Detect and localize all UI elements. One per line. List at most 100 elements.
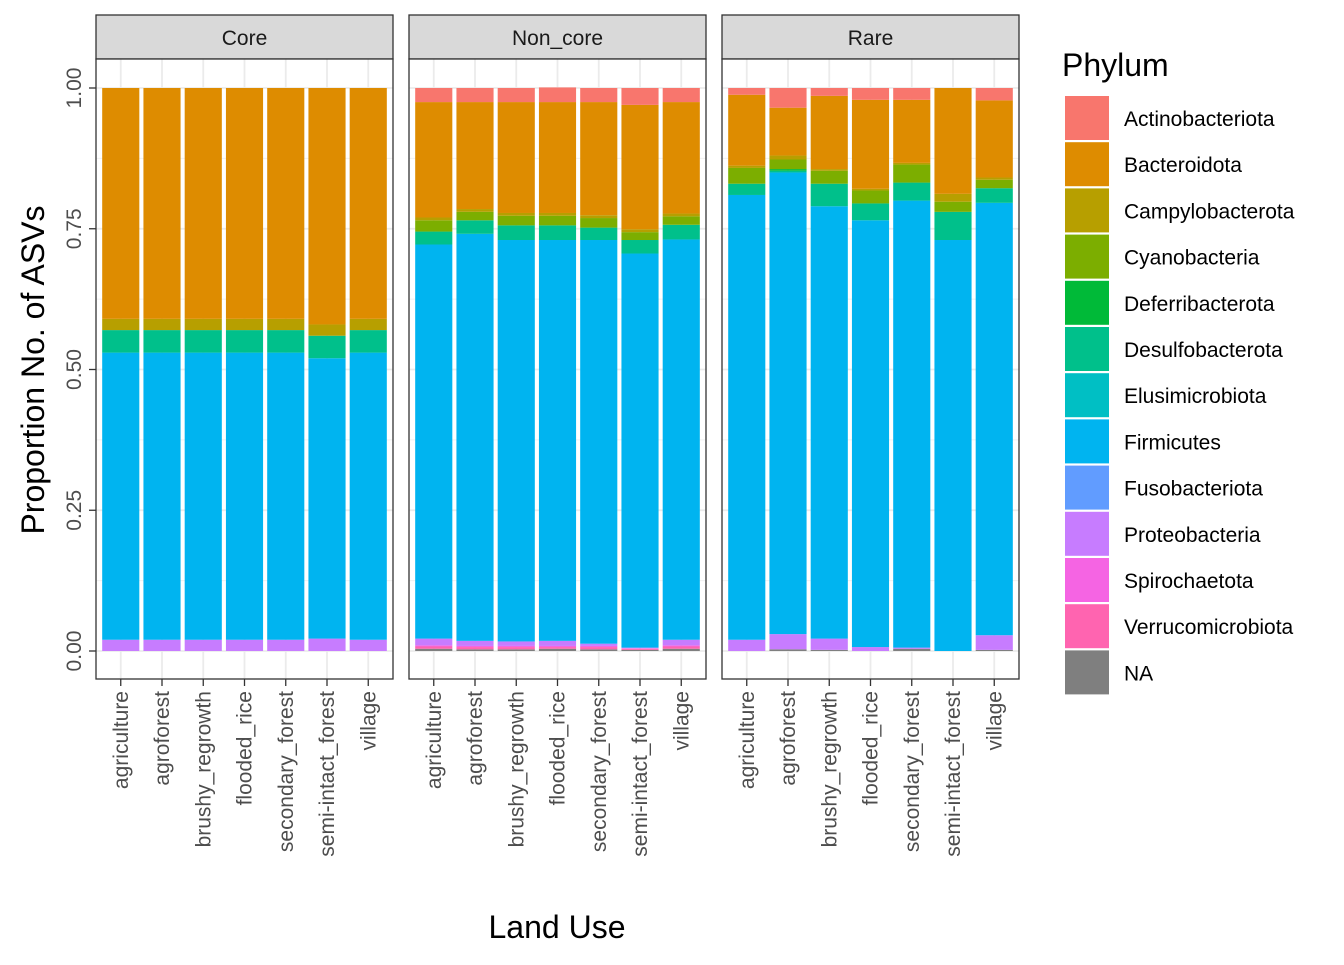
x-tick-label: brushy_regrowth <box>818 691 841 847</box>
bar-village <box>975 88 1013 651</box>
facet-strip-label: Core <box>222 27 268 50</box>
bar-secondary-forest <box>580 88 618 651</box>
bar-segment-firmicutes <box>267 352 305 640</box>
y-tick-label: 0.00 <box>63 631 86 672</box>
bar-segment-actinobacteriota <box>728 88 766 95</box>
bar-agriculture <box>728 88 766 651</box>
bar-segment-verrucomicrobiota <box>621 648 659 650</box>
x-tick-label: brushy_regrowth <box>505 691 528 847</box>
x-tick-label: brushy_regrowth <box>192 691 215 847</box>
bar-segment-actinobacteriota <box>538 87 577 103</box>
panel-core: Core agriculture agroforest brushy_regrowth… <box>95 14 394 857</box>
bar-agroforest <box>456 88 494 651</box>
bar-brushy-regrowth <box>497 88 535 651</box>
bar-segment-proteobacteria <box>893 647 931 649</box>
bar-segment-bacteroidota <box>851 99 890 189</box>
bar-segment-spirochaetota <box>580 645 618 648</box>
bar-brushy-regrowth <box>184 88 222 651</box>
bar-segment-spirochaetota <box>662 645 700 647</box>
bar-segment-na <box>810 649 848 651</box>
bar-segment-bacteroidota <box>497 102 535 213</box>
bar-segment-campylobacterota <box>456 209 494 212</box>
bar-segment-na <box>415 648 453 651</box>
legend-key <box>1065 650 1109 695</box>
bar-segment-desulfobacterota <box>580 227 618 241</box>
bar-segment-spirochaetota <box>497 645 535 648</box>
x-tick-label: agriculture <box>110 691 133 789</box>
bar-segment-bacteroidota <box>934 88 972 194</box>
bar-segment-na <box>456 649 494 651</box>
legend-label: Firmicutes <box>1124 431 1221 454</box>
x-tick-label: agriculture <box>423 691 446 789</box>
bar-segment-na <box>662 648 700 651</box>
bar-segment-na <box>538 648 577 651</box>
bar-segment-cyanobacteria <box>975 179 1013 189</box>
panel-rare: Rare agriculture agroforest brushy_regrowth… <box>721 14 1020 857</box>
bar-segment-desulfobacterota <box>538 225 577 241</box>
bar-segment-campylobacterota <box>621 229 659 233</box>
bar-segment-cyanobacteria <box>497 215 535 226</box>
bar-segment-na <box>497 649 535 651</box>
bar-village <box>349 88 387 651</box>
bar-segment-firmicutes <box>102 352 140 640</box>
legend-key <box>1065 280 1109 325</box>
bar-segment-cyanobacteria <box>662 216 700 225</box>
bar-segment-firmicutes <box>308 358 346 639</box>
bar-segment-firmicutes <box>662 239 700 640</box>
legend-key <box>1065 142 1109 187</box>
legend-entry-spirochaetota: Spirochaetota <box>1065 558 1254 602</box>
y-tick-label: 0.25 <box>63 490 86 531</box>
bar-segment-bacteroidota <box>728 94 766 166</box>
bar-brushy-regrowth <box>810 88 848 651</box>
bar-segment-desulfobacterota <box>102 330 140 353</box>
bar-segment-proteobacteria <box>456 640 494 646</box>
bar-segment-proteobacteria <box>349 639 387 651</box>
bar-segment-campylobacterota <box>662 213 700 217</box>
bar-segment-desulfobacterota <box>497 225 535 241</box>
bar-segment-firmicutes <box>769 172 807 635</box>
bar-segment-cyanobacteria <box>810 170 848 184</box>
legend-entry-verrucomicrobiota: Verrucomicrobiota <box>1065 604 1294 649</box>
bar-segment-firmicutes <box>934 240 972 651</box>
bar-segment-campylobacterota <box>810 169 848 171</box>
bar-segment-spirochaetota <box>415 645 453 647</box>
bar-segment-spirochaetota <box>538 645 577 648</box>
bar-segment-cyanobacteria <box>728 167 766 184</box>
bar-segment-proteobacteria <box>415 638 453 646</box>
bar-segment-proteobacteria <box>769 634 807 650</box>
bar-segment-actinobacteriota <box>415 88 453 103</box>
bar-segment-na <box>621 649 659 651</box>
x-tick-label: agroforest <box>464 691 487 786</box>
bar-segment-campylobacterota <box>728 165 766 168</box>
bar-semi-intact-forest <box>308 88 346 651</box>
legend-title: Phylum <box>1062 47 1169 83</box>
facet-strip <box>95 14 394 60</box>
legend-label: Bacteroidota <box>1124 154 1242 177</box>
bar-agriculture <box>415 88 453 651</box>
bar-segment-campylobacterota <box>934 193 972 202</box>
legend-label: Elusimicrobiota <box>1124 385 1267 408</box>
bar-segment-verrucomicrobiota <box>538 647 577 649</box>
x-tick-label: village <box>670 691 693 751</box>
legend-label: Desulfobacterota <box>1124 339 1283 362</box>
bar-segment-proteobacteria <box>184 639 222 651</box>
bar-agriculture <box>102 88 140 651</box>
bar-segment-na <box>580 649 618 651</box>
legend-label: Fusobacteriota <box>1124 478 1263 501</box>
bar-segment-desulfobacterota <box>975 188 1013 203</box>
bar-segment-cyanobacteria <box>851 190 890 204</box>
legend-key <box>1065 604 1109 649</box>
bar-secondary-forest <box>267 88 305 651</box>
bar-segment-proteobacteria <box>728 639 766 651</box>
legend-key <box>1065 419 1109 464</box>
bar-segment-cyanobacteria <box>621 232 659 241</box>
legend-key <box>1065 465 1109 510</box>
bar-segment-verrucomicrobiota <box>580 647 618 650</box>
bar-segment-firmicutes <box>497 240 535 642</box>
bar-village <box>662 88 700 651</box>
bar-segment-campylobacterota <box>267 318 305 331</box>
legend-label: NA <box>1124 662 1153 685</box>
bar-segment-na <box>893 648 931 651</box>
bar-segment-campylobacterota <box>143 318 181 331</box>
